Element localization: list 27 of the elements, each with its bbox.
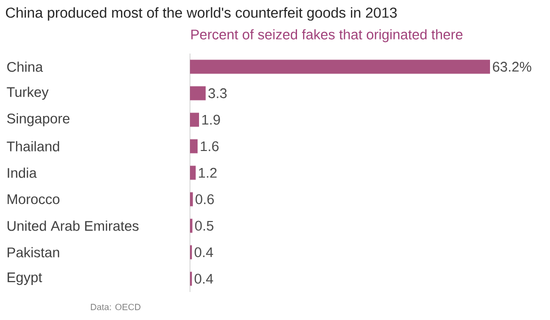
data-label: 0.4 <box>194 247 214 258</box>
data-label: 1.2 <box>198 168 217 178</box>
text: Data: OECD <box>90 304 140 310</box>
y-tick-label: India <box>8 168 37 178</box>
data-label: 1.9 <box>202 114 220 125</box>
bar <box>190 166 196 180</box>
data-label: 3.3 <box>208 88 227 98</box>
y-tick-label: Thailand <box>6 141 60 152</box>
bar <box>190 86 206 100</box>
y-tick-label: United Arab Emirates <box>8 220 139 231</box>
bar <box>190 112 200 127</box>
y-tick-label: Singapore <box>7 113 70 126</box>
bar <box>190 60 490 74</box>
data-label: 0.6 <box>196 194 214 204</box>
y-tick-label: China <box>7 62 43 72</box>
y-tick-label: Egypt <box>8 272 42 285</box>
data-label: 63.2% <box>492 62 532 72</box>
bar <box>190 139 198 154</box>
y-tick-label: Pakistan <box>8 247 60 258</box>
chart-subtitle: Percent of seized fakes that originated there <box>191 29 462 42</box>
data-label: 0.5 <box>195 220 214 231</box>
chart-title: China produced most of the world's counterfeit goods in 2013 <box>6 7 397 21</box>
bar <box>190 192 193 206</box>
y-tick-label: Morocco <box>8 194 60 204</box>
y-tick-label: Turkey <box>6 86 49 100</box>
data-label: 1.6 <box>200 141 219 152</box>
data-label: 0.4 <box>194 274 214 284</box>
